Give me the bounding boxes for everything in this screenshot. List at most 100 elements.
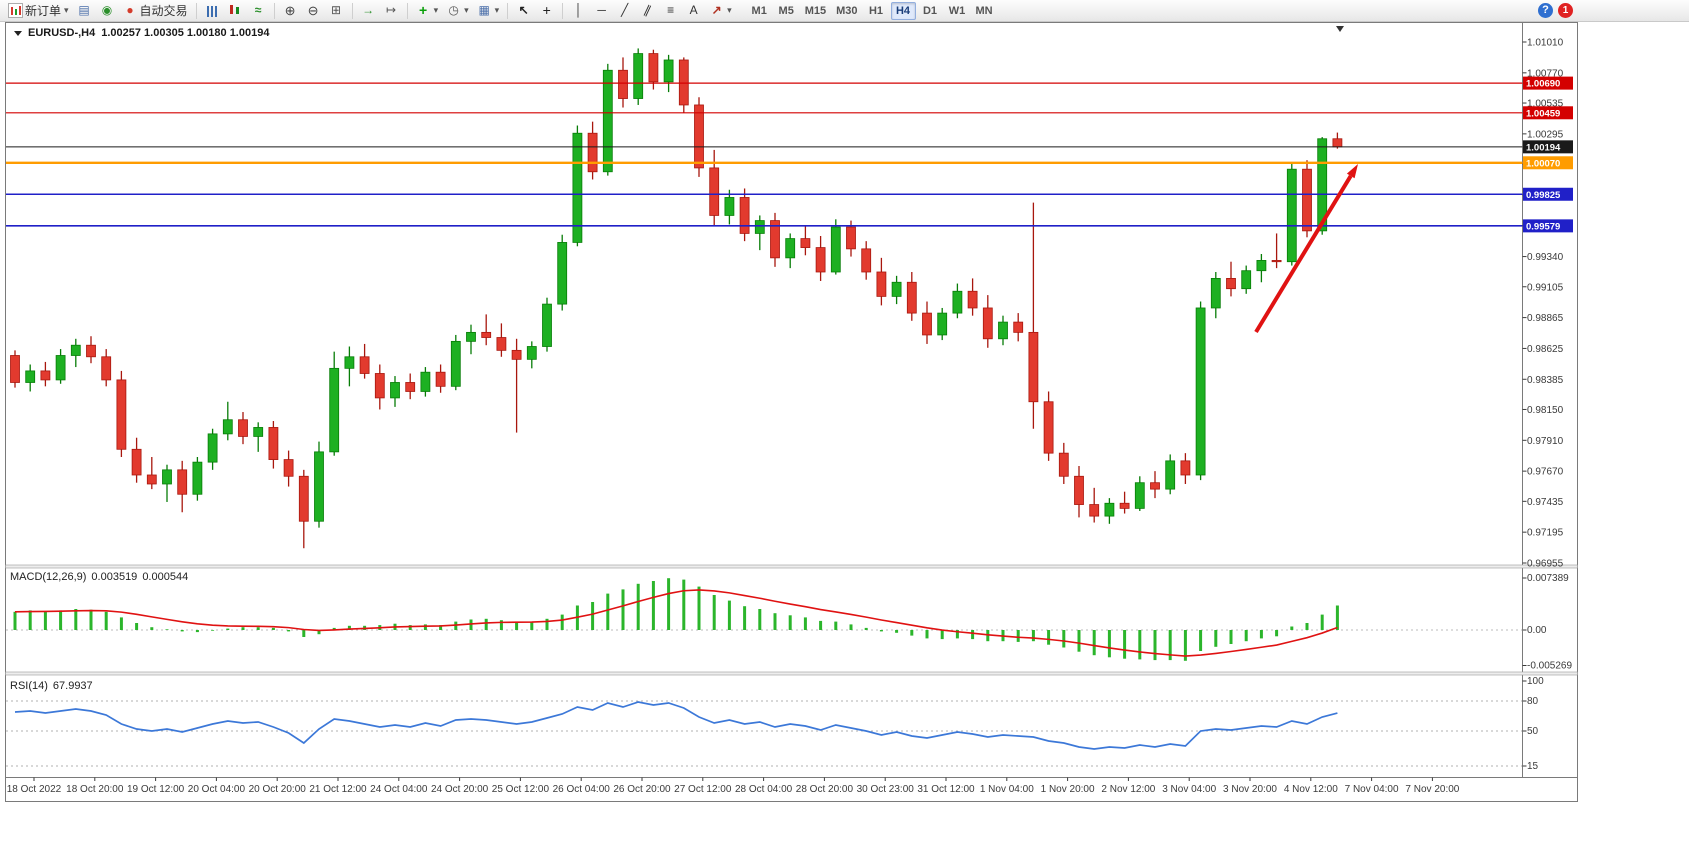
line-chart-button[interactable]: ≈ bbox=[248, 1, 269, 20]
panel-splitter[interactable] bbox=[5, 564, 1578, 569]
tile-icon: ⊞ bbox=[331, 3, 342, 17]
vertical-line-button[interactable]: │ bbox=[568, 1, 589, 20]
macd-name: MACD(12,26,9) bbox=[10, 571, 87, 583]
time-axis-label: 7 Nov 04:00 bbox=[1345, 784, 1399, 795]
candle-bear bbox=[1150, 482, 1160, 490]
macd-signal-line bbox=[14, 589, 1338, 657]
candle-bear bbox=[982, 307, 993, 340]
price-axis-label: 1.00295 bbox=[1527, 129, 1564, 140]
help-icon[interactable]: ? bbox=[1538, 3, 1553, 18]
candle-bear bbox=[906, 281, 917, 314]
time-axis-label: 18 Oct 20:00 bbox=[66, 784, 124, 795]
trendline-button[interactable]: ╱ bbox=[614, 1, 635, 20]
tile-windows-button[interactable]: ⊞ bbox=[326, 1, 347, 20]
chevron-down-icon: ▾ bbox=[464, 5, 469, 15]
chevron-down-icon: ▾ bbox=[494, 5, 500, 15]
templates-button[interactable]: ▦ ▾ bbox=[474, 1, 503, 20]
price-tag-0.99579 bbox=[1523, 219, 1573, 233]
equidistant-channel-button[interactable]: ∥ bbox=[637, 1, 658, 20]
timeframe-w1-button[interactable]: W1 bbox=[945, 2, 970, 20]
candle-bull bbox=[420, 371, 431, 392]
chevron-down-icon: ▾ bbox=[433, 5, 439, 15]
candle-bear bbox=[876, 271, 887, 297]
autotrading-button[interactable]: ● 自动交易 bbox=[120, 1, 191, 20]
auto-scroll-button[interactable]: → bbox=[358, 1, 379, 20]
rsi-axis-label: 100 bbox=[1527, 676, 1544, 687]
chart-window-frame bbox=[5, 22, 1578, 802]
time-axis-label: 1 Nov 04:00 bbox=[980, 784, 1034, 795]
new-order-button[interactable]: 新订单 ▾ bbox=[5, 1, 72, 20]
candle-bear bbox=[739, 197, 750, 234]
price-axis-label: 1.00770 bbox=[1527, 68, 1564, 79]
candle-bull bbox=[754, 220, 765, 234]
rsi-axis-label: 15 bbox=[1527, 761, 1539, 772]
time-axis-label: 21 Oct 12:00 bbox=[309, 784, 367, 795]
zoom-in-button[interactable]: ⊕ bbox=[280, 1, 301, 20]
time-axis-label: 20 Oct 20:00 bbox=[249, 784, 307, 795]
candle-bull bbox=[222, 419, 233, 435]
text-button[interactable]: A bbox=[683, 1, 704, 20]
autotrading-button-label: 自动交易 bbox=[139, 4, 188, 18]
chart-header: EURUSD-,H4 1.00257 1.00305 1.00180 1.001… bbox=[14, 27, 269, 39]
time-axis-label: 7 Nov 20:00 bbox=[1405, 784, 1459, 795]
notification-badge[interactable]: 1 bbox=[1558, 3, 1573, 18]
candle-bull bbox=[633, 53, 644, 99]
price-axis-label: 0.98385 bbox=[1527, 375, 1564, 386]
bid-price-tag-text: 1.00194 bbox=[1526, 142, 1561, 153]
trend-arrow-head bbox=[1346, 164, 1358, 179]
candlestick-chart-button[interactable] bbox=[225, 1, 246, 20]
auto-scroll-icon: → bbox=[362, 3, 375, 17]
chart-shift-button[interactable]: ↦ bbox=[381, 1, 402, 20]
refresh-button[interactable]: ◉ bbox=[97, 1, 118, 20]
candle-bear bbox=[146, 474, 157, 485]
time-axis-label: 31 Oct 12:00 bbox=[917, 784, 975, 795]
periods-button[interactable]: ◷ ▾ bbox=[443, 1, 472, 20]
horizontal-line-button[interactable]: ─ bbox=[591, 1, 612, 20]
candle-bull bbox=[785, 238, 796, 259]
cursor-button[interactable]: ↖ bbox=[513, 1, 534, 20]
candle-bear bbox=[10, 355, 20, 383]
chart-shift-icon: ↦ bbox=[386, 3, 397, 17]
candle-bear bbox=[1074, 475, 1084, 505]
timeframe-h1-button[interactable]: H1 bbox=[864, 2, 889, 20]
candle-bull bbox=[207, 433, 218, 463]
time-axis-label: 26 Oct 04:00 bbox=[553, 784, 611, 795]
candle-bull bbox=[1104, 502, 1115, 517]
candle-bull bbox=[1195, 307, 1206, 476]
price-tag-0.99825 bbox=[1523, 187, 1573, 201]
price-tag-1.00070-text: 1.00070 bbox=[1526, 158, 1560, 169]
time-axis-label: 3 Nov 04:00 bbox=[1162, 784, 1216, 795]
zoom-out-button[interactable]: ⊖ bbox=[303, 1, 324, 20]
candle-bull bbox=[162, 469, 172, 485]
timeframe-m30-button[interactable]: M30 bbox=[832, 2, 861, 20]
crosshair-button[interactable]: + bbox=[536, 1, 557, 20]
candle-bear bbox=[511, 349, 522, 360]
macd-signal-value: 0.000544 bbox=[142, 571, 189, 583]
candle-bull bbox=[390, 382, 400, 399]
fibonacci-button[interactable]: ≡ bbox=[660, 1, 681, 20]
timeframe-d1-button[interactable]: D1 bbox=[918, 2, 943, 20]
indicators-button[interactable]: + ▾ bbox=[413, 1, 442, 20]
arrows-button[interactable]: ↗ ▾ bbox=[706, 1, 735, 20]
one-click-trading-toggle-icon[interactable] bbox=[14, 30, 22, 36]
timeframe-m5-button[interactable]: M5 bbox=[774, 2, 799, 20]
bar-chart-button[interactable] bbox=[202, 1, 223, 20]
time-axis-label: 20 Oct 04:00 bbox=[188, 784, 246, 795]
candle-bear bbox=[359, 356, 370, 374]
chart-ohlc-label: 1.00257 1.00305 1.00180 1.00194 bbox=[101, 27, 270, 39]
trend-arrow-annotation[interactable] bbox=[1254, 174, 1353, 334]
clock-icon: ◷ bbox=[448, 3, 459, 17]
toolbar: 新订单 ▾ ▤ ◉ ● 自动交易 ≈ ⊕ ⊖ ⊞ → ↦ + ▾ ◷ ▾ ▦ ▾ ↖ + │ ─ ╱ ∥ ≡ A ↗ ▾ M1 M5 M1… bbox=[0, 0, 1689, 22]
timeframe-mn-button[interactable]: MN bbox=[972, 2, 997, 20]
panel-splitter[interactable] bbox=[5, 671, 1578, 676]
price-axis-label: 0.96955 bbox=[1527, 559, 1564, 570]
candle-bear bbox=[496, 337, 507, 351]
timeframe-m1-button[interactable]: M1 bbox=[747, 2, 772, 20]
charts-window-button[interactable]: ▤ bbox=[74, 1, 95, 20]
candle-bear bbox=[587, 132, 598, 173]
toolbar-separator bbox=[195, 2, 197, 19]
timeframe-m15-button[interactable]: M15 bbox=[801, 2, 830, 20]
timeframe-h4-button[interactable]: H4 bbox=[890, 1, 916, 20]
chart-shift-marker-icon[interactable] bbox=[1336, 26, 1344, 32]
